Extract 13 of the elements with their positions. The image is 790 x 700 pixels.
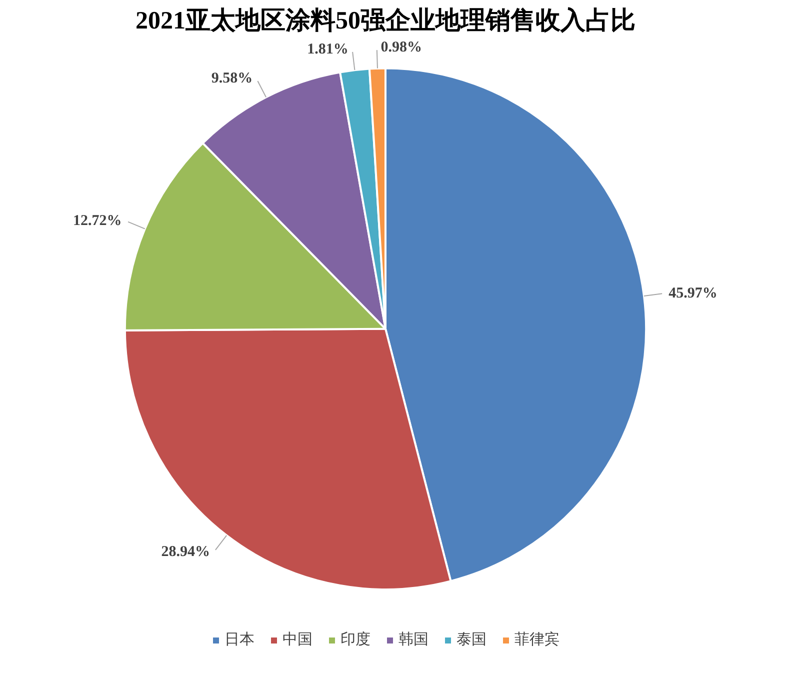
data-label: 12.72%: [72, 212, 122, 229]
legend-label: 日本: [224, 630, 254, 649]
data-label: 28.94%: [161, 544, 210, 560]
legend-label: 中国: [282, 630, 312, 649]
data-label: 9.58%: [211, 70, 253, 87]
chart-title: 2021亚太地区涂料50强企业地理销售收入占比: [136, 6, 636, 34]
data-label: 45.97%: [668, 285, 718, 302]
legend-label: 菲律宾: [514, 630, 560, 649]
legend-label: 泰国: [456, 630, 486, 649]
data-label: 0.98%: [380, 39, 422, 56]
data-label: 1.81%: [307, 41, 348, 58]
legend-label: 印度: [340, 630, 370, 649]
legend-label: 韩国: [398, 630, 428, 649]
